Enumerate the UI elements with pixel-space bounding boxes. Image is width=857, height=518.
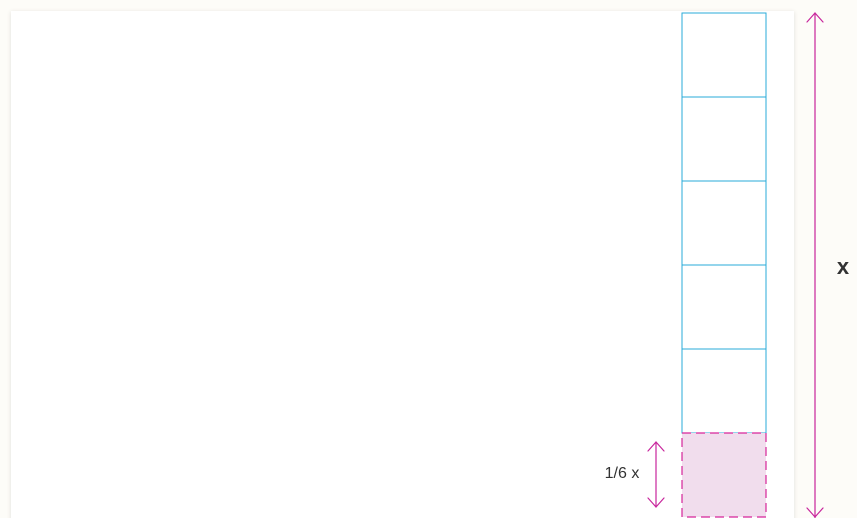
total-length-label: x [837, 254, 850, 279]
strip-cell [681, 264, 767, 350]
piece-length-label: 1/6 x [605, 465, 640, 482]
piece-length-arrow [647, 441, 665, 508]
strip-cell-highlighted [681, 432, 767, 518]
strip-cell [681, 180, 767, 266]
fraction-strip [681, 12, 767, 518]
strip-cell [681, 348, 767, 434]
strip-cell [681, 96, 767, 182]
strip-cell [681, 12, 767, 98]
total-length-arrow [806, 12, 824, 518]
canvas-background [11, 11, 794, 518]
